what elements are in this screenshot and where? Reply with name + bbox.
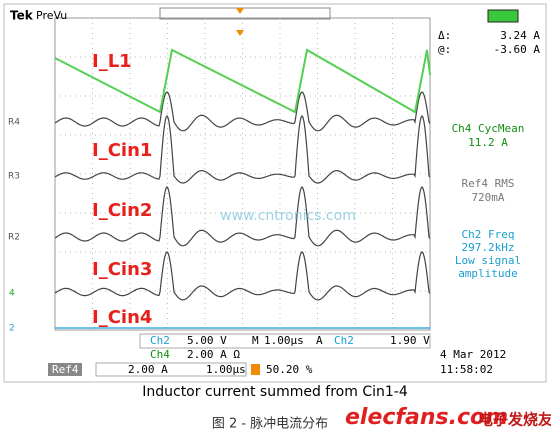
meas-value: 720mA xyxy=(471,191,504,204)
position-icon xyxy=(251,364,260,375)
channel-marker: R3 xyxy=(8,172,20,182)
trace-label: I_Cin3 xyxy=(92,259,152,280)
battery xyxy=(487,9,519,23)
trace xyxy=(54,114,431,184)
status-m: M xyxy=(252,334,259,347)
logo-name: 电子发烧友 xyxy=(478,411,551,429)
status-ch4-scale: 2.00 A Ω xyxy=(187,348,240,361)
channel-marker: 4 xyxy=(9,289,15,299)
meas-value: 11.2 A xyxy=(468,136,508,149)
ref4-frame xyxy=(95,362,247,377)
trace xyxy=(54,186,431,247)
trace xyxy=(54,251,431,301)
status-position: 50.20 % xyxy=(266,363,313,376)
trace xyxy=(54,48,431,114)
brand: Tek xyxy=(10,9,34,23)
meas-title: Ch4 CycMean xyxy=(452,122,525,135)
meas-value: Low signal xyxy=(455,254,521,267)
status-ch4: Ch4 xyxy=(150,348,170,361)
watermark: www.cntronics.com xyxy=(220,208,356,224)
at-label: @: xyxy=(438,43,451,56)
status-ref4-scale: 2.00 A xyxy=(128,363,168,376)
meas-value: 297.2kHz xyxy=(462,241,515,254)
channel-marker: R4 xyxy=(8,118,20,128)
delta-value: 3.24 A xyxy=(500,29,540,42)
trace-label: I_Cin1 xyxy=(92,140,152,161)
trace-label: I_Cin4 xyxy=(92,307,152,328)
status-time: 11:58:02 xyxy=(440,363,493,376)
meas-title: Ch2 Freq xyxy=(462,228,515,241)
status-ref4-time: 1.00µs xyxy=(206,363,246,376)
delta-label: Δ: xyxy=(438,29,451,42)
caption: Inductor current summed from Cin1-4 xyxy=(142,384,408,400)
channel-marker: R2 xyxy=(8,233,20,243)
waveforms xyxy=(54,48,431,329)
channel-marker: 2 xyxy=(9,324,15,334)
status-trig-level: 1.90 V xyxy=(390,334,430,347)
logo-site: elecfans.com xyxy=(345,405,508,430)
meas-value: amplitude xyxy=(458,267,518,280)
status-trig-ch: Ch2 xyxy=(334,334,354,347)
ref4-box xyxy=(48,363,82,376)
status-date: 4 Mar 2012 xyxy=(440,348,506,361)
status-ch2: Ch2 xyxy=(150,334,170,347)
status-a: A xyxy=(316,334,323,347)
status-ref4: Ref4 xyxy=(52,363,79,376)
scope-frame xyxy=(3,3,547,383)
trigger-marker xyxy=(236,8,244,36)
status-ch2-scale: 5.00 V xyxy=(187,334,227,347)
mode: PreVu xyxy=(36,9,67,22)
trace xyxy=(54,91,431,132)
trace-label: I_Cin2 xyxy=(92,200,152,221)
figure-caption: 图 2 - 脉冲电流分布 xyxy=(212,417,328,432)
status-timebase: 1.00µs xyxy=(264,334,304,347)
status-box xyxy=(139,333,431,349)
meas-title: Ref4 RMS xyxy=(462,177,515,190)
at-value: -3.60 A xyxy=(494,43,541,56)
record-bar xyxy=(159,7,331,20)
trace-label: I_L1 xyxy=(92,51,132,72)
graticule xyxy=(54,17,431,331)
